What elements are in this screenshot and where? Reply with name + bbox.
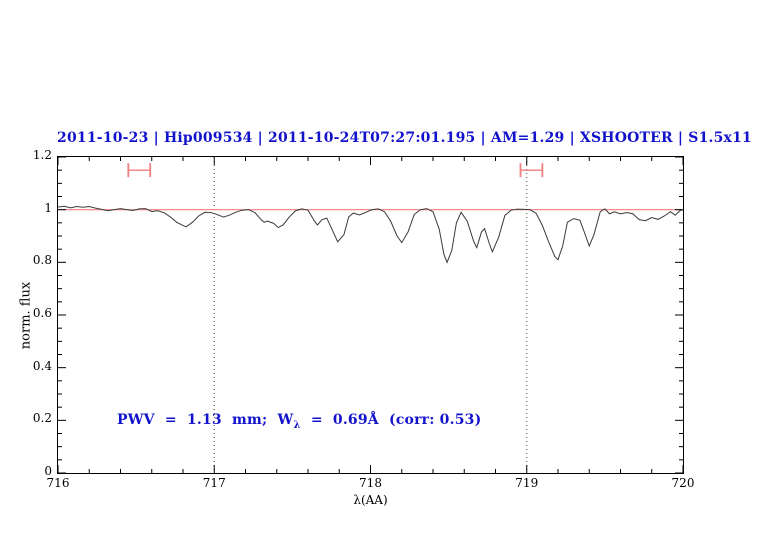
lambda-subscript: λ: [293, 419, 301, 431]
x-tick-label-716: 716: [46, 476, 70, 490]
plot-area: [57, 156, 684, 474]
x-tick-label-719: 719: [515, 476, 539, 490]
pwv-annotation: PWV = 1.13 mm; Wλ = 0.69Å (corr: 0.53): [117, 412, 481, 431]
pwv-annotation-text: PWV = 1.13 mm; W: [117, 412, 294, 428]
y-tick-label-0.4: 0.4: [32, 358, 52, 373]
x-tick-label-720: 720: [671, 476, 695, 490]
plot-svg: [58, 157, 683, 473]
y-tick-label-0.8: 0.8: [32, 253, 52, 268]
y-tick-label-0.2: 0.2: [32, 411, 52, 426]
y-tick-label-1.2: 1.2: [32, 148, 52, 162]
x-tick-label-718: 718: [359, 476, 382, 490]
x-axis-label: λ(AA): [353, 493, 388, 507]
spectrum-line: [58, 205, 683, 264]
y-tick-label-1: 1: [44, 200, 52, 215]
figure-title: 2011-10-23 | Hip009534 | 2011-10-24T07:2…: [57, 130, 752, 146]
y-tick-label-0.6: 0.6: [32, 306, 52, 320]
x-tick-label-717: 717: [202, 476, 226, 490]
y-tick-label-0: 0: [44, 464, 52, 478]
pwv-annotation-value: = 0.69Å (corr: 0.53): [300, 412, 482, 428]
